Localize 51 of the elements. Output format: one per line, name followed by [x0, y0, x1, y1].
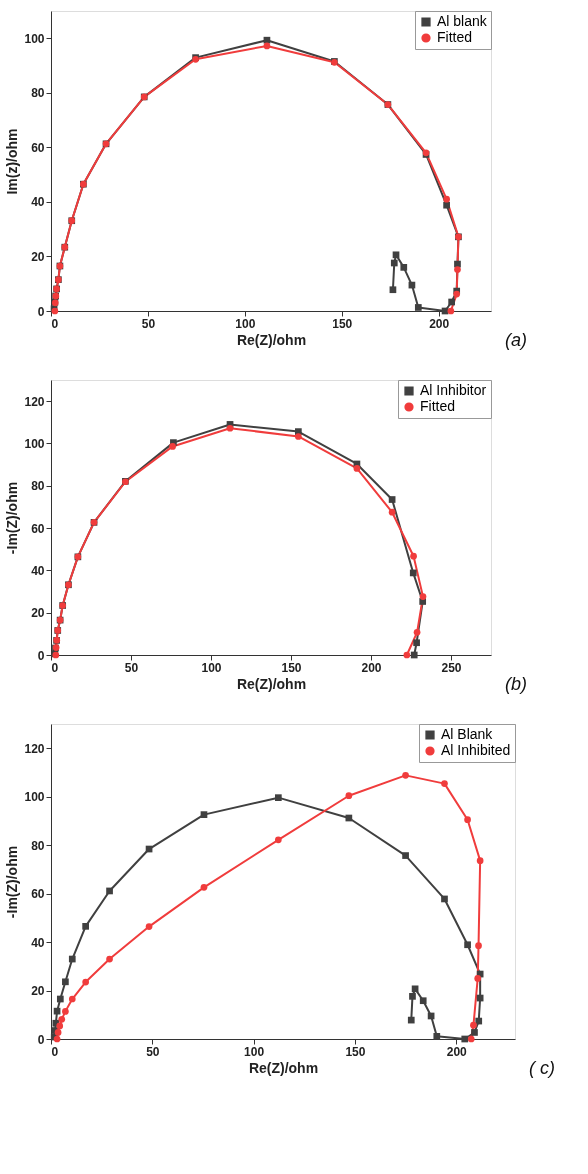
y-tick-label: 20 [31, 984, 45, 999]
x-tick-label: 200 [446, 1044, 468, 1059]
y-tick-label: 100 [24, 436, 45, 451]
x-tick-label: 0 [51, 1044, 59, 1059]
x-tick-label: 150 [345, 1044, 366, 1059]
x-tick-label: 50 [141, 316, 156, 331]
y-tick-label: 80 [31, 479, 45, 494]
x-tick-label: 100 [201, 660, 222, 675]
y-tick-label: 40 [31, 563, 45, 578]
x-axis-title: Re(Z)/ohm [248, 1059, 319, 1076]
legend-label: Al blank [437, 13, 488, 29]
y-tick-label: 120 [24, 394, 45, 409]
x-tick-label: 200 [429, 316, 450, 331]
y-tick-label: 120 [24, 741, 45, 756]
y-axis-title: -Im(Z)/ohm [4, 481, 21, 555]
x-tick-label: 0 [51, 660, 59, 675]
legend-label: Fitted [420, 398, 456, 414]
x-tick-label: 50 [146, 1044, 160, 1059]
y-axis-title: Im(z)/ohm [4, 128, 21, 195]
y-axis-title: -Im(Z)/ohm [4, 845, 21, 919]
legend-label: Al Blank [441, 726, 494, 742]
legend-label: Al Inhibitor [420, 382, 487, 398]
y-tick-label: 20 [31, 249, 45, 264]
text: (b) [505, 674, 527, 694]
text: (a) [505, 330, 527, 350]
x-tick-label: 200 [361, 660, 382, 675]
y-tick-label: 0 [37, 1032, 45, 1047]
y-tick-label: 20 [31, 606, 45, 621]
x-tick-label: 100 [244, 1044, 265, 1059]
legend-label: Fitted [437, 29, 473, 45]
x-axis-title: Re(Z)/ohm [236, 331, 307, 348]
x-tick-label: 50 [124, 660, 139, 675]
y-tick-label: 100 [24, 790, 45, 805]
y-tick-label: 80 [31, 86, 45, 101]
y-tick-label: 80 [31, 838, 45, 853]
x-axis-title: Re(Z)/ohm [236, 675, 307, 692]
x-tick-label: 150 [332, 316, 353, 331]
y-tick-label: 60 [31, 887, 45, 902]
legend-label: Al Inhibited [441, 742, 511, 758]
x-tick-label: 0 [51, 316, 59, 331]
y-tick-label: 60 [31, 521, 45, 536]
y-tick-label: 40 [31, 195, 45, 210]
x-tick-label: 150 [281, 660, 302, 675]
y-tick-label: 0 [37, 648, 45, 663]
y-tick-label: 40 [31, 935, 45, 950]
x-tick-label: 100 [235, 316, 256, 331]
y-tick-label: 0 [37, 304, 45, 319]
text: ( c) [529, 1058, 555, 1078]
y-tick-label: 100 [24, 31, 45, 46]
x-tick-label: 250 [441, 660, 462, 675]
y-tick-label: 60 [31, 140, 45, 155]
